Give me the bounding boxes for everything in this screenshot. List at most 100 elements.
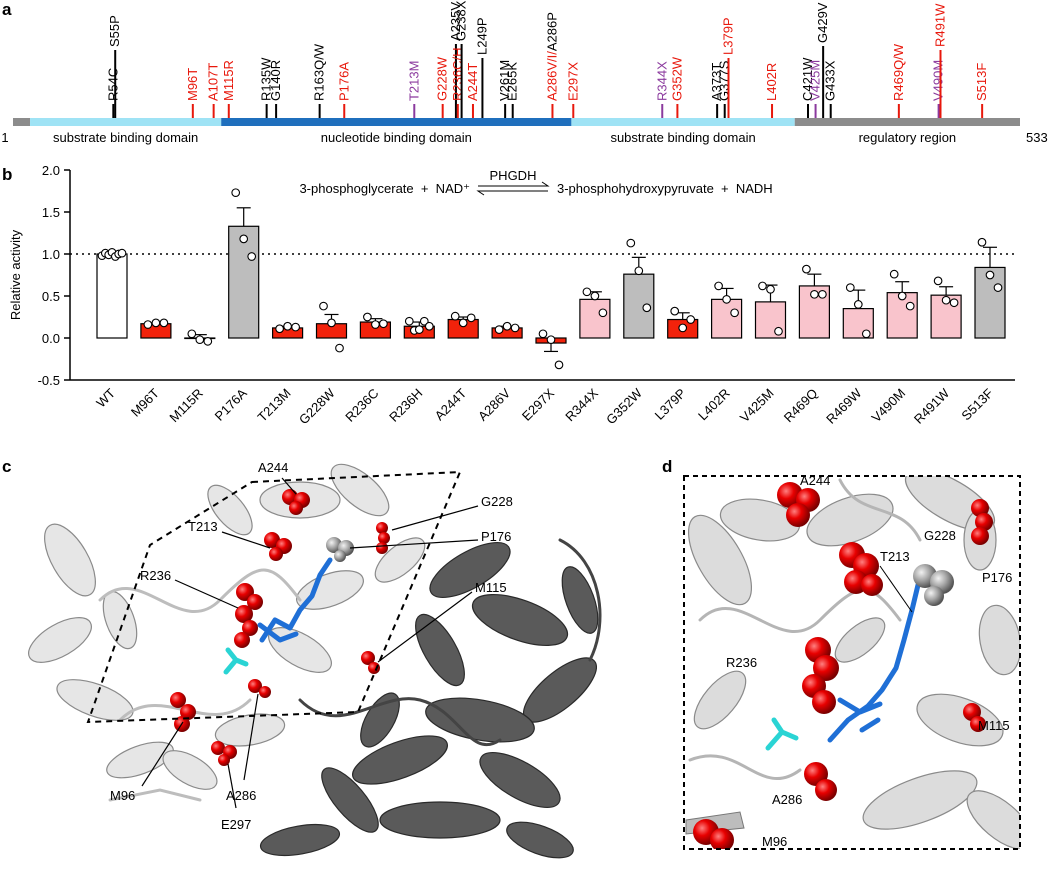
error-bar (983, 246, 997, 268)
data-point (670, 306, 680, 316)
helix (162, 750, 218, 790)
data-point (598, 308, 608, 318)
data-point (714, 281, 723, 291)
mutation-label: V425M (808, 60, 823, 101)
data-point (949, 298, 959, 308)
helix (44, 523, 96, 597)
mutation-label: R135W (259, 57, 274, 101)
data-point (283, 321, 292, 331)
data-point (590, 291, 600, 301)
bar (710, 298, 743, 339)
residue-label: A286 (772, 792, 802, 807)
data-point (419, 316, 429, 326)
data-point (678, 323, 688, 333)
mutation-label: L249P (474, 17, 489, 55)
bar (96, 253, 128, 339)
x-tick-label: WT (93, 385, 118, 410)
helix (916, 693, 1004, 747)
data-point (933, 276, 943, 286)
loop (108, 788, 202, 802)
data-point (889, 269, 899, 279)
x-tick-label: R236C (342, 386, 381, 425)
domain (30, 118, 222, 126)
data-point (187, 329, 197, 339)
residue-label: P176 (982, 570, 1012, 585)
mutation-label: G429V (815, 2, 830, 43)
mutation-label: V490M (931, 60, 946, 101)
atom-sphere (269, 547, 283, 561)
domain-label: substrate binding domain (53, 130, 198, 145)
residue-label: M96 (762, 834, 787, 849)
panel-letter: a (2, 0, 12, 19)
data-point (159, 318, 169, 328)
x-tick-label: A244T (432, 385, 470, 423)
helix (719, 498, 801, 542)
data-point (985, 270, 995, 280)
data-point (195, 335, 205, 345)
data-point (319, 301, 328, 311)
atom-sphere (235, 605, 253, 623)
mutation-label: T213M (406, 61, 421, 101)
helix (471, 593, 569, 647)
mutation-label: R491W (933, 3, 948, 47)
reaction-left: 3-phosphoglycerate + NAD⁺ (299, 181, 470, 196)
reaction-arrows (476, 181, 550, 196)
x-tick-label: L379P (652, 386, 689, 423)
data-point (897, 291, 907, 301)
loop (688, 754, 802, 780)
data-point (686, 315, 696, 324)
helix (425, 697, 535, 743)
residue-label: T213 (188, 519, 218, 534)
helix (966, 790, 1020, 849)
leader-line (879, 565, 913, 613)
mutation-label: P176A (336, 62, 351, 101)
domain-label: nucleotide binding domain (321, 130, 472, 145)
data-point (275, 324, 284, 334)
residue-label: A244 (258, 460, 288, 475)
mutation-label: E265K (505, 62, 520, 101)
bar (579, 298, 611, 339)
data-point (554, 360, 564, 370)
error-bar (939, 286, 954, 296)
data-point (414, 325, 424, 334)
mutation-label: R163Q/W (312, 43, 327, 101)
atom-sphere (289, 501, 303, 515)
helix (106, 741, 174, 779)
y-axis-label: Relative activity (8, 229, 23, 320)
mutation-label: M115R (221, 60, 236, 101)
data-point (853, 300, 863, 309)
ligand-sticks (765, 717, 799, 751)
mutation-label: G228W (435, 56, 450, 101)
helix (834, 617, 886, 663)
data-point (203, 337, 213, 346)
data-point (818, 289, 827, 299)
x-tick-label: T213M (254, 386, 293, 425)
domain-label: regulatory region (859, 130, 957, 145)
data-point (810, 289, 819, 299)
helix (374, 537, 426, 583)
mutation-label-part: A286P (544, 12, 559, 51)
atom-sphere (971, 527, 989, 545)
data-point (802, 264, 811, 274)
residue-label: A286 (226, 788, 256, 803)
data-point (466, 313, 476, 323)
data-point (941, 295, 951, 305)
domain (571, 118, 795, 126)
helix (259, 823, 341, 857)
data-point (730, 308, 739, 318)
helix (862, 770, 978, 830)
mutation-label: A286V/I/A286P (544, 12, 559, 101)
residue-label: M96 (110, 788, 135, 803)
mutation-label: G238X (454, 0, 469, 41)
data-point (546, 335, 556, 345)
data-point (494, 325, 504, 334)
x-tick-label: R469W (823, 385, 865, 427)
data-point (510, 323, 520, 333)
atom-sphere (971, 499, 989, 517)
data-point (143, 320, 153, 329)
atom-sphere (376, 522, 388, 534)
y-tick-label: -0.5 (38, 373, 60, 388)
reaction-enzyme: PHGDH (490, 168, 537, 183)
data-point (151, 318, 161, 328)
